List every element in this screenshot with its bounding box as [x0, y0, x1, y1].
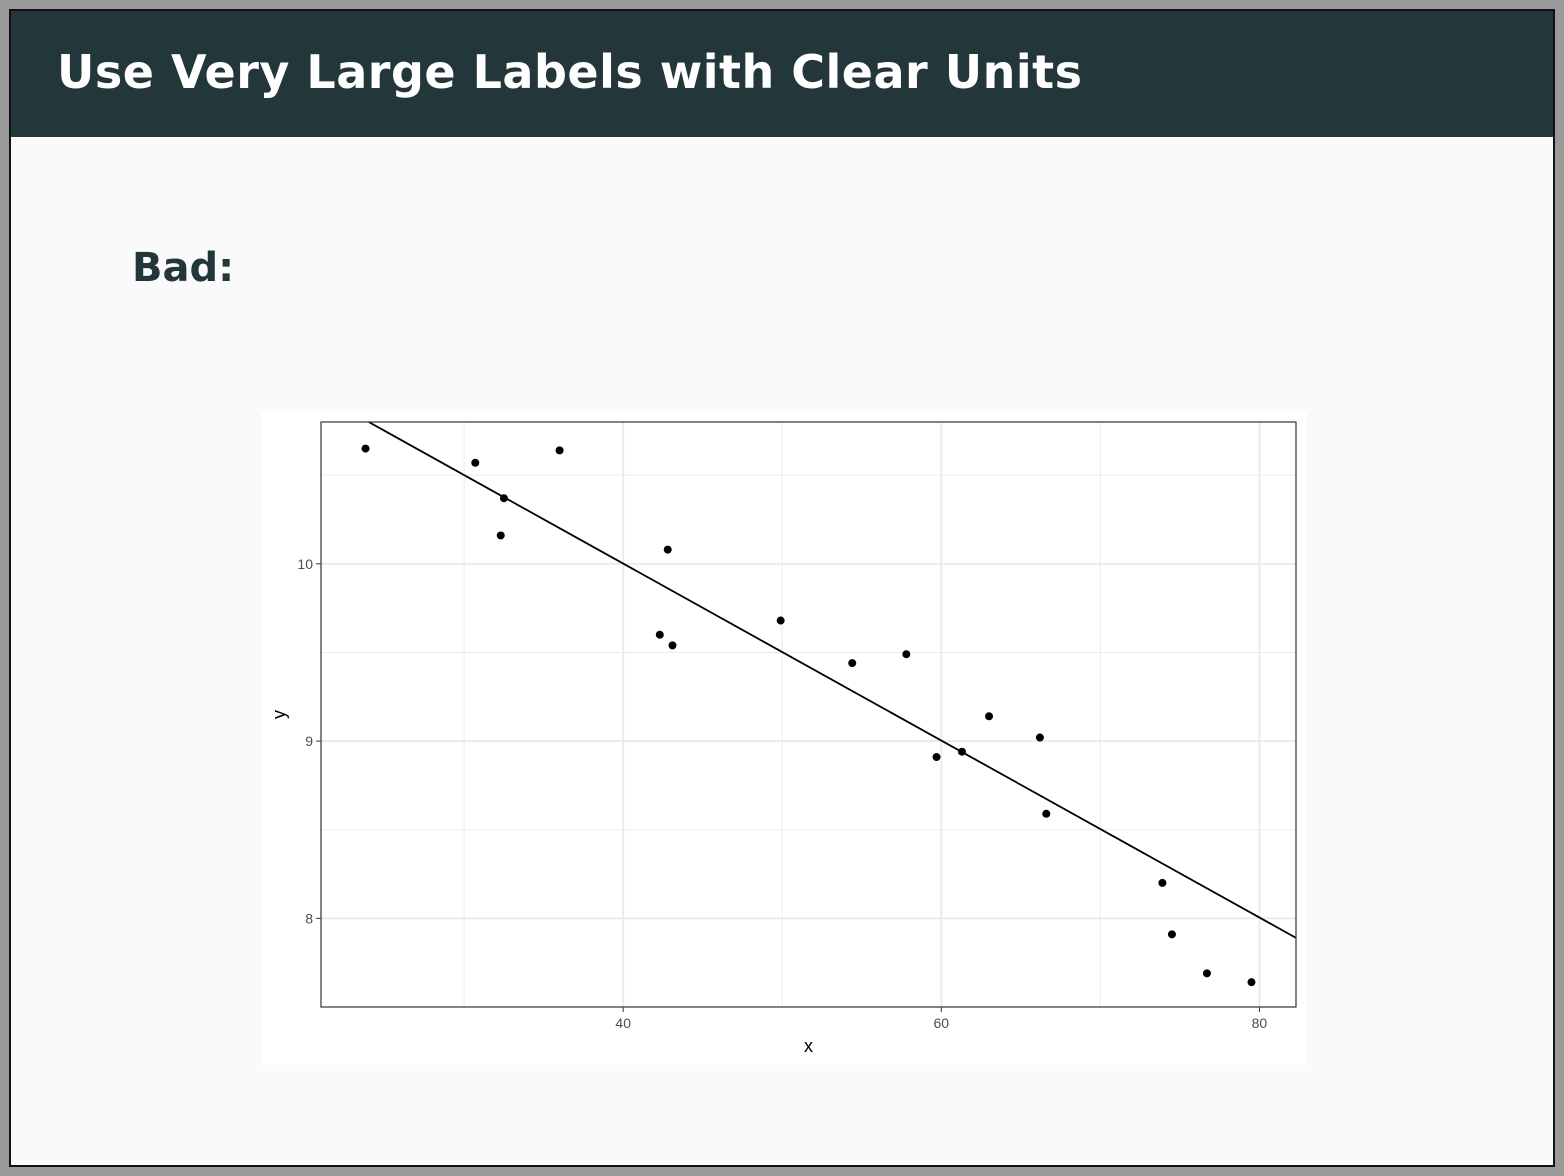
data-point [932, 753, 941, 762]
plot-border [320, 421, 1297, 1008]
data-point [555, 446, 564, 455]
data-point [496, 531, 505, 540]
subheading: Bad: [132, 245, 235, 291]
y-tick-label: 10 [297, 556, 313, 572]
data-point [499, 494, 508, 503]
data-point [776, 616, 785, 625]
data-point [663, 545, 672, 554]
slide-title: Use Very Large Labels with Clear Units [57, 45, 1083, 99]
grid-minor [321, 422, 1296, 1008]
data-point [1247, 978, 1256, 987]
x-tick-label: 60 [934, 1015, 950, 1031]
data-point [1042, 809, 1051, 818]
x-axis-title: x [804, 1036, 813, 1056]
data-point [1202, 969, 1211, 978]
ticks-layer: 40 60 80 8 9 10 [297, 556, 1267, 1031]
slide: Use Very Large Labels with Clear Units B… [9, 9, 1555, 1167]
chart-panel: 40 60 80 8 9 10 x y [261, 411, 1307, 1065]
x-tick-label: 80 [1252, 1015, 1268, 1031]
data-point [1035, 733, 1044, 742]
plot-background [321, 422, 1296, 1007]
data-point [848, 659, 857, 668]
y-tick-label: 9 [305, 733, 313, 749]
slide-header: Use Very Large Labels with Clear Units [11, 11, 1553, 137]
points-layer [361, 444, 1256, 987]
data-point [1167, 930, 1176, 939]
data-point [957, 747, 966, 756]
x-tick-label: 40 [615, 1015, 631, 1031]
data-point [668, 641, 677, 650]
data-point [1158, 878, 1167, 887]
scatter-chart: 40 60 80 8 9 10 x y [269, 421, 1297, 1056]
y-axis-title: y [269, 710, 289, 719]
regression-line [368, 422, 1296, 939]
fit-layer [368, 422, 1296, 939]
grid-major [321, 422, 1296, 1007]
data-point [655, 630, 664, 639]
data-point [361, 444, 370, 453]
data-point [471, 458, 480, 467]
y-tick-label: 8 [305, 910, 313, 926]
data-point [985, 712, 994, 721]
data-point [902, 650, 911, 659]
